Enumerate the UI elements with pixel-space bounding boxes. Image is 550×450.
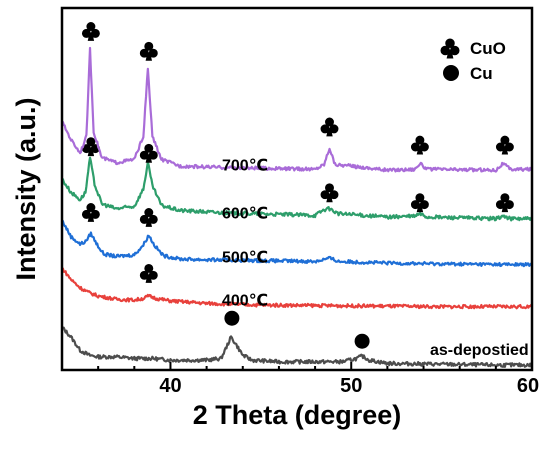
cuo-marker-1-0 (139, 263, 158, 283)
series-line-3 (61, 156, 533, 222)
series-label-1: 400℃ (222, 292, 268, 309)
series-line-0 (61, 325, 534, 368)
cuo-marker-3-1 (139, 143, 158, 163)
plot-frame (60, 6, 534, 372)
series-label-4: 700℃ (222, 158, 268, 175)
series-line-4 (61, 46, 533, 173)
cuo-marker-4-2 (320, 117, 339, 137)
cuo-marker-2-1 (139, 208, 158, 227)
cuo-marker-4-1 (139, 41, 158, 61)
legend: CuO Cu (440, 38, 506, 83)
cu-marker-0-0 (224, 310, 240, 326)
series-line-1 (61, 266, 533, 310)
cuo-marker-3-4 (495, 193, 514, 213)
legend-cuo-club-icon (440, 38, 460, 59)
series-line-2 (61, 219, 533, 268)
x-tick-label-60: 60 (517, 375, 539, 397)
series-label-2: 500℃ (222, 250, 268, 267)
cu-marker-0-1 (354, 333, 370, 349)
x-axis-label: 2 Theta (degree) (193, 400, 402, 430)
y-axis-label: Intensity (a.u.) (11, 97, 41, 280)
series-label-3: 600℃ (222, 205, 268, 222)
cuo-marker-3-3 (410, 193, 429, 213)
cuo-marker-3-0 (81, 137, 100, 157)
x-axis-ticks: 40 50 60 (97, 362, 539, 397)
x-tick-label-50: 50 (340, 375, 362, 397)
x-tick-label-40: 40 (159, 375, 181, 397)
legend-label-cu: Cu (470, 64, 493, 83)
plot-area: as-depostied 400℃ 500℃ 600℃ 700℃ (61, 22, 534, 368)
legend-label-cuo: CuO (470, 39, 506, 58)
cuo-marker-4-0 (81, 22, 100, 41)
legend-cu-circle-icon (443, 65, 459, 81)
cuo-marker-4-3 (410, 135, 429, 155)
series-label-0: as-depostied (430, 342, 529, 359)
cuo-marker-3-2 (320, 183, 339, 203)
cuo-marker-2-0 (81, 203, 100, 222)
cuo-marker-4-4 (495, 135, 514, 155)
